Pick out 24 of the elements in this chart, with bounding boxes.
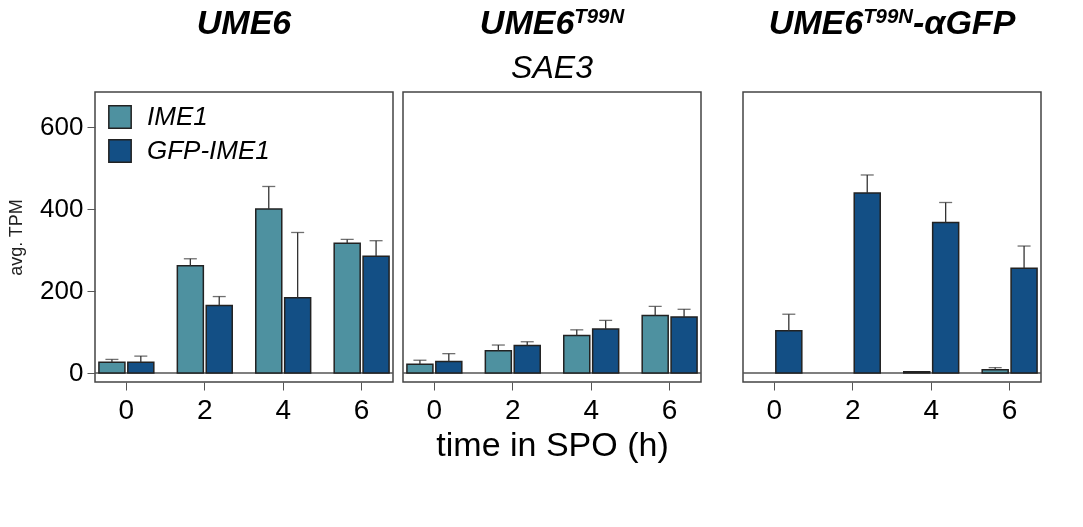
x-tick-label: 0 xyxy=(118,393,135,425)
x-tick-label: 6 xyxy=(1001,393,1018,425)
y-tick-label: 400 xyxy=(40,193,84,224)
x-axis-title: time in SPO (h) xyxy=(436,424,669,463)
x-tick-label: 4 xyxy=(275,393,291,425)
x-tick-label: 2 xyxy=(505,393,521,425)
x-tick-label: 2 xyxy=(845,393,861,425)
y-tick-label: 200 xyxy=(40,275,84,306)
x-tick-label: 4 xyxy=(923,393,939,425)
legend-label: IME1 xyxy=(147,101,208,131)
x-tick-label: 0 xyxy=(426,393,443,425)
x-tick-label: 6 xyxy=(353,393,370,425)
y-tick-label: 0 xyxy=(69,357,84,388)
x-tick-label: 4 xyxy=(583,393,599,425)
chart-title: UME6$^{T99N}$ xyxy=(479,3,626,41)
legend-label: GFP-IME1 xyxy=(147,135,270,165)
y-axis-title: avg. TPM xyxy=(6,199,27,276)
y-tick-label: 600 xyxy=(40,111,84,141)
chart-title: UME6 xyxy=(196,3,293,41)
x-tick-label: 0 xyxy=(766,393,783,425)
x-tick-label: 6 xyxy=(661,393,678,425)
chart-title: UME6$^{T99N}$-αGFP xyxy=(768,3,1016,41)
chart-subtitle: SAE3 xyxy=(511,49,594,85)
x-tick-label: 2 xyxy=(197,393,213,425)
